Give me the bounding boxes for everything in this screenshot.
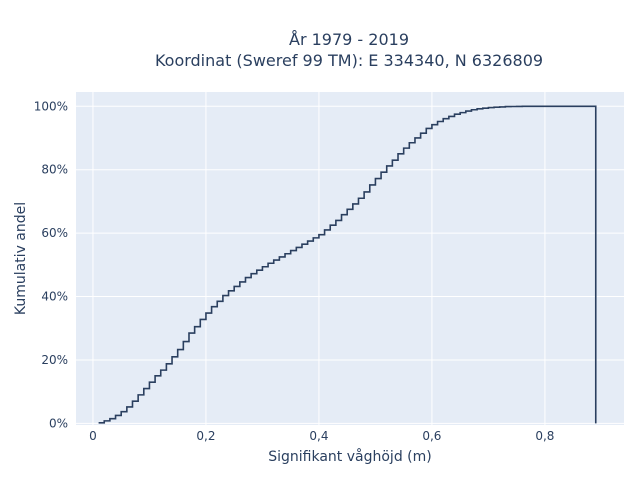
y-axis-title: Kumulativ andel [13, 202, 29, 315]
tick-labels: 0 0,2 0,4 0,6 0,8 0% 20% 40% 60% 80% 100% [34, 99, 555, 443]
x-tick-label: 0,2 [196, 429, 215, 443]
x-tick-label: 0,4 [309, 429, 328, 443]
y-tick-label: 80% [41, 163, 68, 177]
series-cdf-line [98, 105, 597, 424]
x-axis-title: Signifikant våghöjd (m) [268, 448, 431, 465]
plot-area [76, 92, 624, 425]
x-tick-label: 0,8 [535, 429, 554, 443]
x-tick-label: 0,6 [422, 429, 441, 443]
y-tick-label: 100% [34, 99, 68, 113]
chart-title-line-2: Koordinat (Sweref 99 TM): E 334340, N 63… [155, 51, 543, 70]
y-tick-label: 40% [41, 290, 68, 304]
y-tick-label: 0% [49, 416, 68, 430]
chart-title-line-1: År 1979 - 2019 [289, 30, 409, 49]
x-tick-label: 0 [89, 429, 97, 443]
y-tick-label: 60% [41, 226, 68, 240]
y-tick-label: 20% [41, 353, 68, 367]
